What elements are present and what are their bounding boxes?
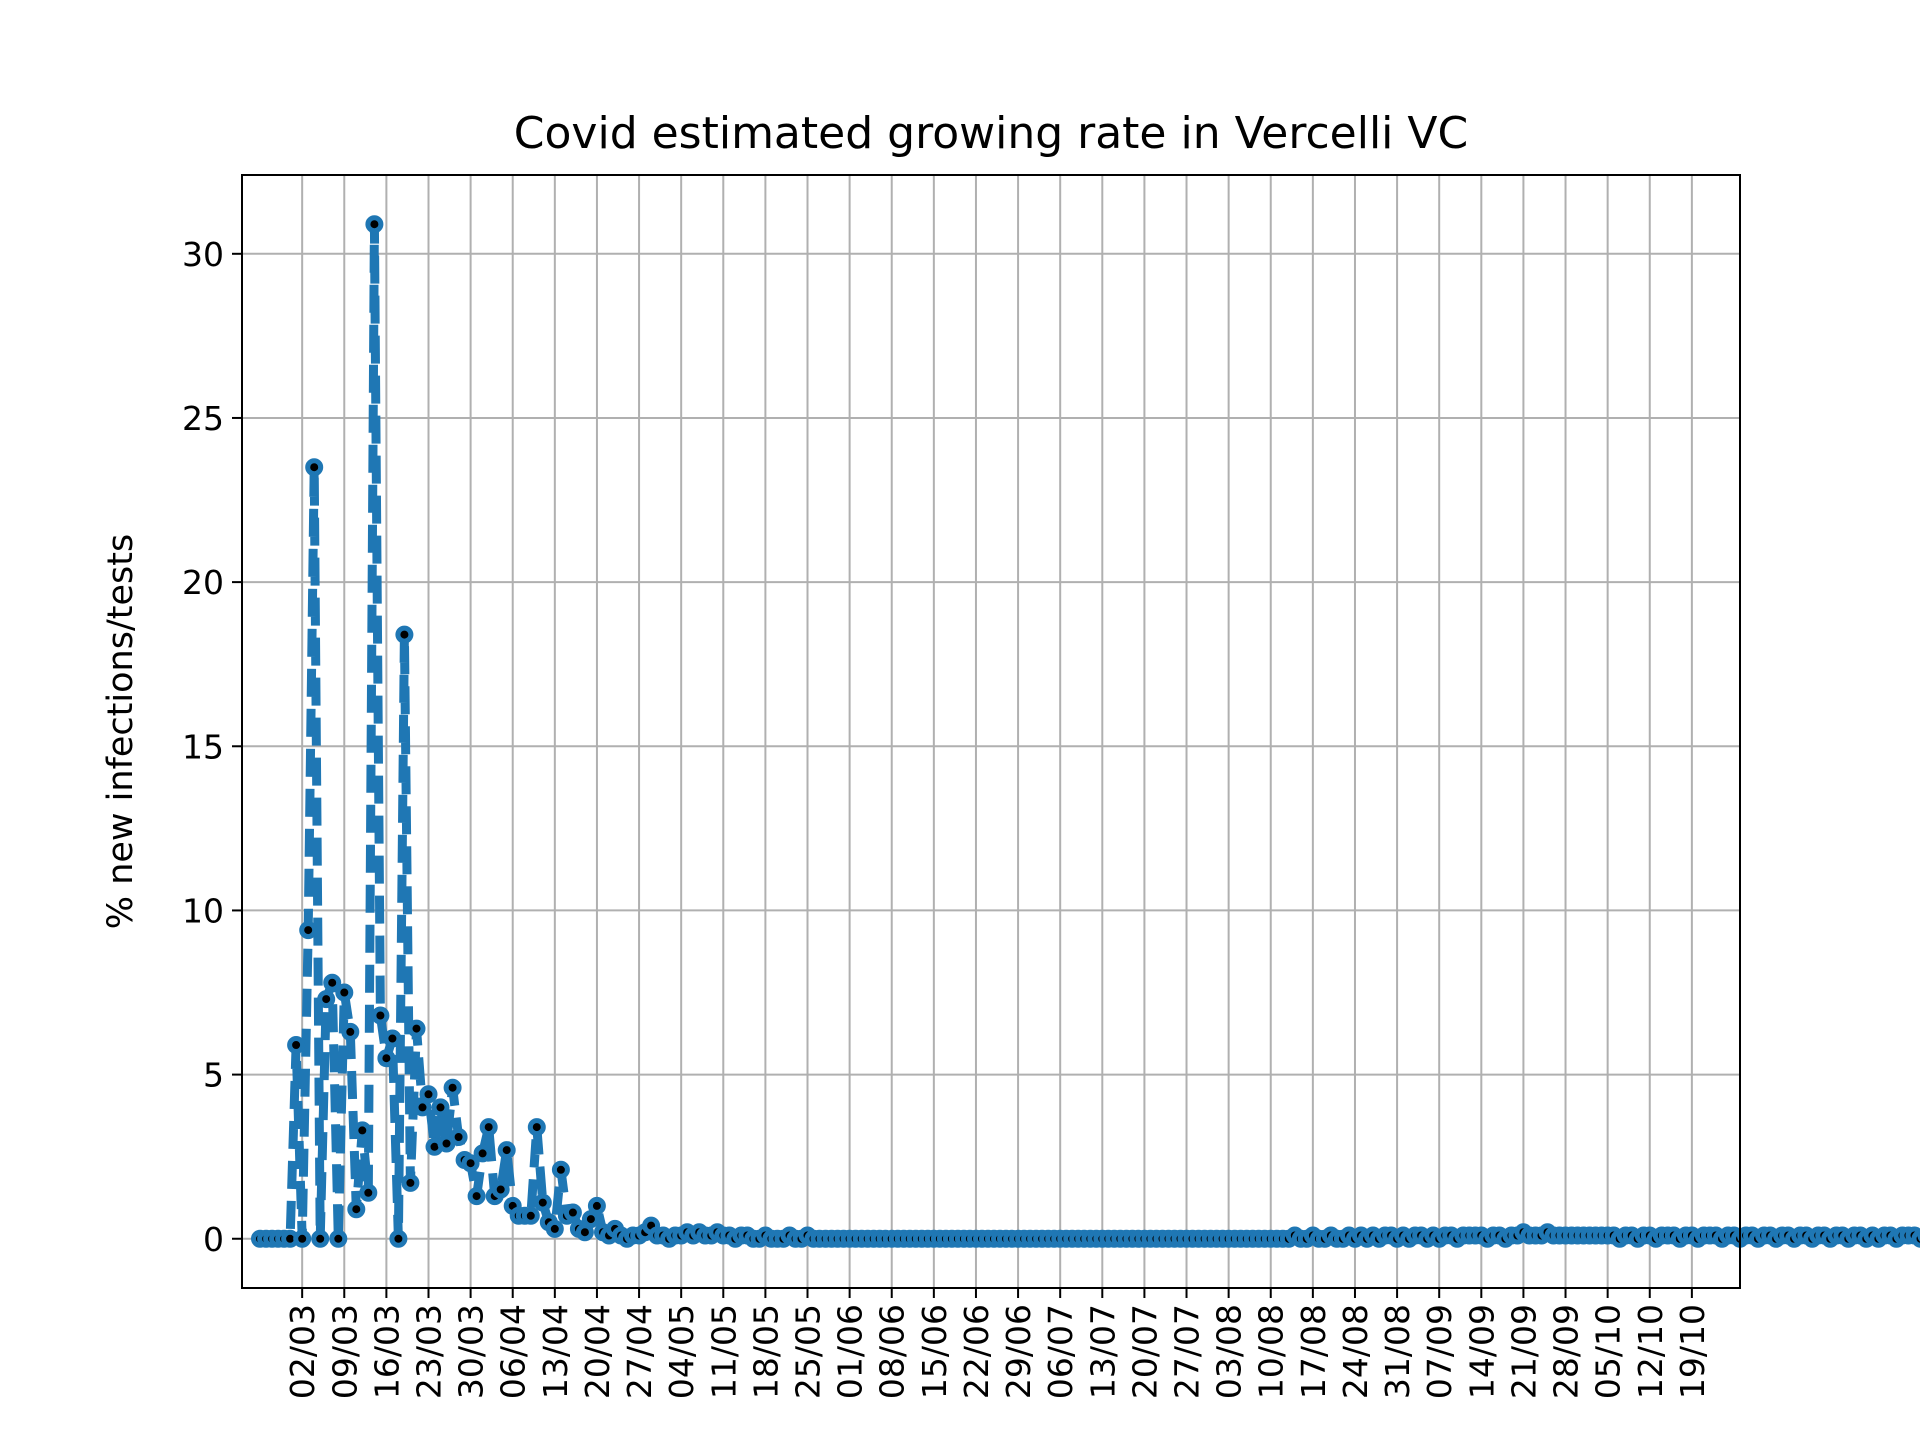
y-tick-label: 10 bbox=[182, 891, 224, 930]
data-point bbox=[548, 1222, 561, 1235]
x-tick-label: 18/05 bbox=[746, 1304, 785, 1399]
data-point bbox=[374, 1009, 387, 1022]
data-point bbox=[368, 218, 381, 231]
x-tick-label: 01/06 bbox=[831, 1304, 870, 1399]
data-point bbox=[344, 1025, 357, 1038]
data-point bbox=[524, 1209, 537, 1222]
data-point bbox=[302, 924, 315, 937]
x-tick-label: 12/10 bbox=[1631, 1304, 1670, 1399]
data-point bbox=[380, 1052, 393, 1065]
x-tick-label: 04/05 bbox=[662, 1304, 701, 1399]
data-point bbox=[332, 1232, 345, 1245]
data-point bbox=[494, 1183, 507, 1196]
y-tick-label: 20 bbox=[182, 563, 224, 602]
x-tick-label: 06/04 bbox=[494, 1304, 533, 1399]
data-point bbox=[464, 1157, 477, 1170]
x-tick-label: 17/08 bbox=[1294, 1304, 1333, 1399]
data-point bbox=[530, 1121, 543, 1134]
x-tick-label: 13/07 bbox=[1083, 1304, 1122, 1399]
data-point bbox=[296, 1232, 309, 1245]
x-tick-label: 03/08 bbox=[1210, 1304, 1249, 1399]
y-axis-label: % new infections/tests bbox=[101, 534, 141, 929]
data-point bbox=[590, 1199, 603, 1212]
x-tick-label: 09/03 bbox=[325, 1304, 364, 1399]
data-point bbox=[482, 1121, 495, 1134]
x-tick-label: 20/07 bbox=[1125, 1304, 1164, 1399]
x-tick-label: 02/03 bbox=[283, 1304, 322, 1399]
x-tick-label: 25/05 bbox=[789, 1304, 828, 1399]
data-point bbox=[314, 1232, 327, 1245]
y-tick-label: 25 bbox=[182, 399, 224, 438]
x-tick-label: 05/10 bbox=[1589, 1304, 1628, 1399]
x-tick-label: 29/06 bbox=[999, 1304, 1038, 1399]
data-point bbox=[326, 976, 339, 989]
data-point bbox=[536, 1196, 549, 1209]
data-point bbox=[500, 1144, 513, 1157]
data-point bbox=[434, 1101, 447, 1114]
data-point bbox=[470, 1190, 483, 1203]
data-point bbox=[392, 1232, 405, 1245]
data-point bbox=[404, 1176, 417, 1189]
x-tick-label: 08/06 bbox=[873, 1304, 912, 1399]
data-point bbox=[320, 993, 333, 1006]
x-tick-label: 30/03 bbox=[452, 1304, 491, 1399]
x-tick-label: 28/09 bbox=[1547, 1304, 1586, 1399]
data-point bbox=[452, 1131, 465, 1144]
x-tick-label: 22/06 bbox=[957, 1304, 996, 1399]
x-tick-label: 24/08 bbox=[1336, 1304, 1375, 1399]
data-point bbox=[554, 1163, 567, 1176]
data-point bbox=[362, 1186, 375, 1199]
data-point bbox=[338, 986, 351, 999]
x-tick-label: 27/07 bbox=[1168, 1304, 1207, 1399]
x-tick-label: 07/09 bbox=[1420, 1304, 1459, 1399]
data-point bbox=[386, 1032, 399, 1045]
y-tick-label: 5 bbox=[203, 1056, 224, 1095]
data-point bbox=[350, 1203, 363, 1216]
chart-title: Covid estimated growing rate in Vercelli… bbox=[514, 108, 1468, 159]
x-tick-label: 16/03 bbox=[367, 1304, 406, 1399]
x-tick-label: 27/04 bbox=[620, 1304, 659, 1399]
x-tick-label: 13/04 bbox=[536, 1304, 575, 1399]
x-tick-label: 11/05 bbox=[704, 1304, 743, 1399]
data-point bbox=[446, 1081, 459, 1094]
data-point bbox=[476, 1147, 489, 1160]
x-tick-label: 31/08 bbox=[1378, 1304, 1417, 1399]
x-tick-label: 10/08 bbox=[1252, 1304, 1291, 1399]
y-tick-label: 0 bbox=[203, 1220, 224, 1259]
data-point bbox=[398, 628, 411, 641]
x-tick-label: 19/10 bbox=[1673, 1304, 1712, 1399]
data-point bbox=[566, 1206, 579, 1219]
x-tick-label: 14/09 bbox=[1462, 1304, 1501, 1399]
x-tick-label: 23/03 bbox=[409, 1304, 448, 1399]
x-tick-label: 20/04 bbox=[578, 1304, 617, 1399]
data-point bbox=[356, 1124, 369, 1137]
y-tick-label: 15 bbox=[182, 727, 224, 766]
y-tick-label: 30 bbox=[182, 235, 224, 274]
data-point bbox=[290, 1039, 303, 1052]
data-point bbox=[422, 1088, 435, 1101]
data-point bbox=[410, 1022, 423, 1035]
data-point bbox=[308, 461, 321, 474]
x-tick-label: 15/06 bbox=[915, 1304, 954, 1399]
x-tick-label: 06/07 bbox=[1041, 1304, 1080, 1399]
x-tick-label: 21/09 bbox=[1504, 1304, 1543, 1399]
